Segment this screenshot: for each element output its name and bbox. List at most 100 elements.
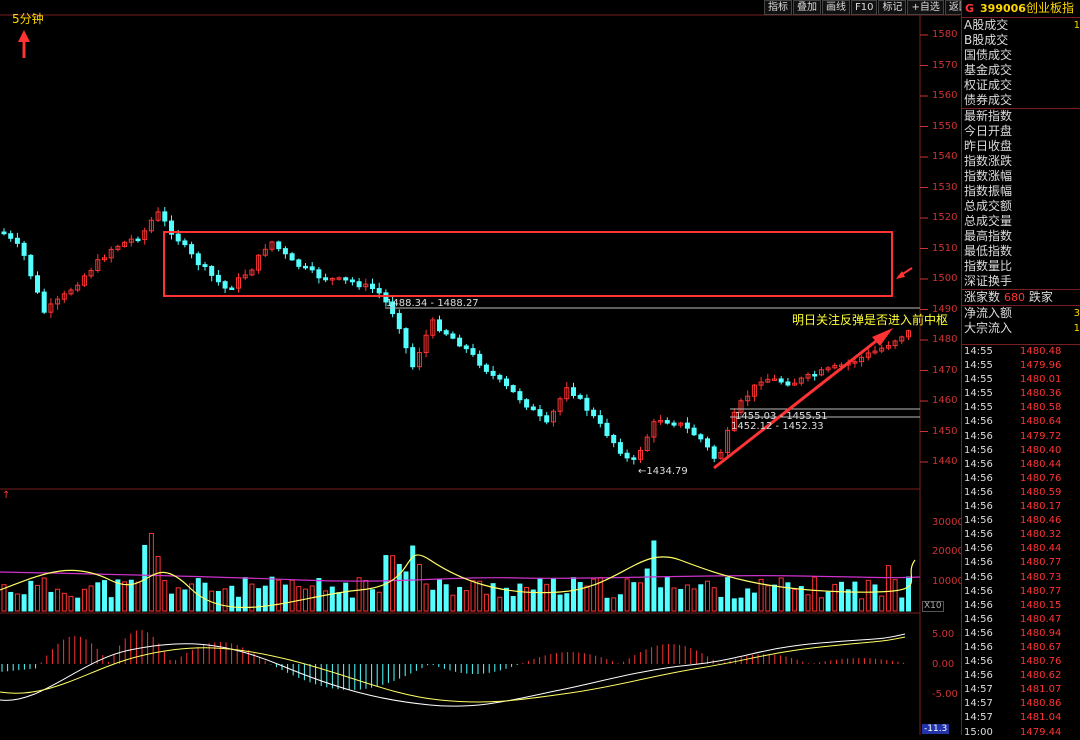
volume-bar [825, 591, 831, 612]
candle-body [698, 434, 704, 440]
volume-bar [631, 582, 637, 612]
volume-bar [805, 594, 811, 612]
info-label: 最新指数 [964, 109, 1013, 123]
info-label: 指数量比 [964, 259, 1013, 273]
candle-body [671, 422, 677, 426]
price-axis-label: 1470 [932, 365, 958, 376]
candle-body [658, 420, 664, 423]
candle-body [28, 254, 34, 277]
candle-body [530, 406, 536, 411]
candle-body [550, 410, 556, 423]
volume-bar [249, 583, 255, 612]
price-axis-label: 1530 [932, 182, 958, 193]
candle-body [430, 319, 436, 336]
chart-area[interactable]: 1488.34 - 1488.27 1455.03 - 1455.51 1452.1… [0, 0, 973, 735]
tick-time: 14:55 [964, 346, 993, 357]
candle-body [135, 238, 141, 242]
info-row: 净流入额 3 [962, 306, 1080, 321]
tick-price: 1480.62 [1020, 670, 1062, 682]
candle-body [617, 442, 623, 454]
volume-bar [1, 584, 7, 612]
volume-bar [644, 568, 650, 612]
candle-body [725, 429, 731, 453]
tick-row: 14:56 1480.77 [962, 585, 1080, 599]
candle-body [832, 364, 838, 369]
candle-body [1, 231, 7, 235]
price-axis-label: 1480 [932, 334, 958, 345]
candle-body [738, 400, 744, 413]
flow-summary: 净流入额 3 大宗流入 1 [962, 305, 1080, 336]
volume-bar [872, 584, 878, 612]
volume-bar [832, 583, 838, 612]
tick-row: 14:56 1480.32 [962, 528, 1080, 542]
candle-body [778, 378, 784, 383]
tick-price: 1479.44 [1020, 726, 1062, 738]
tick-price: 1480.64 [1020, 416, 1062, 428]
tick-time: 14:56 [964, 656, 993, 668]
candle-body [758, 381, 764, 386]
tick-row: 14:56 1480.44 [962, 542, 1080, 556]
volume-bar [329, 586, 335, 612]
draw-line-button[interactable]: 画线 [822, 0, 850, 15]
overlay-button[interactable]: 叠加 [793, 0, 821, 15]
tick-time: 14:56 [964, 458, 993, 470]
info-value: 1 [1073, 323, 1080, 334]
tick-time: 14:56 [964, 472, 993, 484]
candle-body [370, 283, 375, 290]
tick-price: 1480.76 [1020, 472, 1062, 484]
candle-body [195, 253, 201, 266]
breadth-summary: 涨家数 680 跌家 [962, 289, 1080, 305]
tick-list[interactable]: 14:55 1480.48 14:55 1479.96 14:55 1480.01 14:5… [962, 344, 1080, 740]
candle-body [276, 241, 282, 250]
candle-body [564, 387, 570, 400]
volume-bar [651, 540, 657, 612]
tick-row: 14:56 1480.62 [962, 669, 1080, 683]
candle-body [772, 378, 777, 381]
volume-bar [678, 588, 684, 612]
info-label: 昨日收盘 [964, 139, 1013, 153]
candle-body [584, 397, 590, 411]
rise-label: 涨家数 [964, 290, 1001, 304]
candle-body [35, 275, 40, 293]
candle-body [289, 253, 295, 261]
volume-bar [282, 584, 288, 612]
candle-body [423, 334, 429, 353]
candle-body [812, 373, 818, 377]
tick-price: 1480.44 [1020, 458, 1062, 470]
indicator-button[interactable]: 指标 [764, 0, 792, 15]
candle-body [142, 230, 148, 240]
security-header[interactable]: G 399006创业板指 [962, 0, 1080, 18]
candle-body [631, 457, 637, 460]
volume-bar [624, 578, 630, 612]
mark-button[interactable]: 标记 [878, 0, 907, 15]
volume-axis-label: 20000 [932, 546, 964, 557]
candle-body [202, 264, 208, 268]
candle-body [477, 353, 483, 366]
volume-bar [8, 591, 14, 612]
volume-bar [517, 583, 523, 612]
candle-body [236, 277, 241, 289]
tick-price: 1480.44 [1020, 543, 1062, 555]
volume-bar [410, 545, 416, 612]
candle-body [282, 248, 288, 255]
price-axis-label: 1490 [932, 304, 958, 315]
tick-time: 14:56 [964, 670, 993, 682]
f10-button[interactable]: F10 [851, 0, 878, 15]
tick-row: 14:55 1479.96 [962, 359, 1080, 373]
volume-bar [450, 594, 456, 612]
info-row: 最新指数 [962, 109, 1080, 124]
period-label[interactable]: 5分钟 [12, 12, 44, 26]
candle-body [463, 345, 469, 350]
kline-chart[interactable]: 1488.34 - 1488.27 1455.03 - 1455.511452.1… [0, 0, 960, 735]
info-row: 债券成交 [962, 93, 1080, 108]
volume-bar [497, 596, 503, 612]
add-watchlist-button[interactable]: +自选 [907, 0, 944, 15]
tick-row: 14:55 1480.48 [962, 345, 1080, 359]
candle-body [825, 367, 831, 371]
fall-label: 跌家 [1028, 290, 1053, 304]
info-row: 权证成交 [962, 78, 1080, 93]
volume-bar [316, 578, 322, 612]
volume-bar [242, 577, 248, 612]
chart-toolbar: 指标 叠加 画线 F10 标记 +自选 返回 [764, 0, 974, 15]
box-pointer-head [896, 271, 905, 279]
